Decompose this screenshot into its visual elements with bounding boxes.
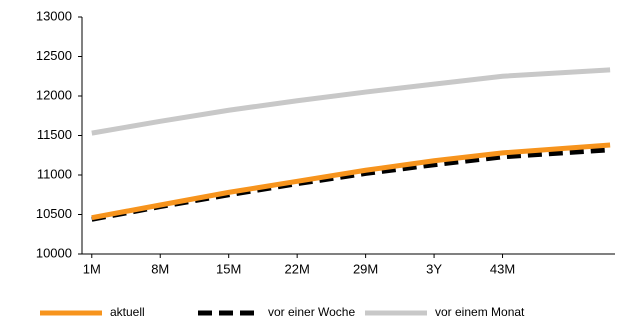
x-tick-label: 29M	[353, 261, 378, 276]
y-tick-label: 12500	[36, 48, 72, 63]
legend-label: vor einer Woche	[268, 305, 355, 319]
x-tick-label: 3Y	[426, 261, 442, 276]
legend-label: aktuell	[110, 305, 145, 319]
legend-label: vor einem Monat	[435, 305, 525, 319]
y-tick-label: 11500	[37, 127, 72, 142]
series-line	[91, 67, 611, 136]
series-line	[91, 147, 611, 222]
y-tick-label: 11000	[37, 166, 72, 181]
y-tick-label: 12000	[36, 87, 72, 102]
x-tick-label: 43M	[490, 261, 515, 276]
y-tick-label: 13000	[36, 8, 72, 23]
x-tick-label: 1M	[83, 261, 101, 276]
x-tick-label: 8M	[151, 261, 169, 276]
y-tick-label: 10000	[36, 245, 72, 260]
x-tick-label: 22M	[285, 261, 310, 276]
x-tick-label: 15M	[216, 261, 241, 276]
y-tick-label: 10500	[36, 206, 72, 221]
series-line	[91, 142, 611, 221]
